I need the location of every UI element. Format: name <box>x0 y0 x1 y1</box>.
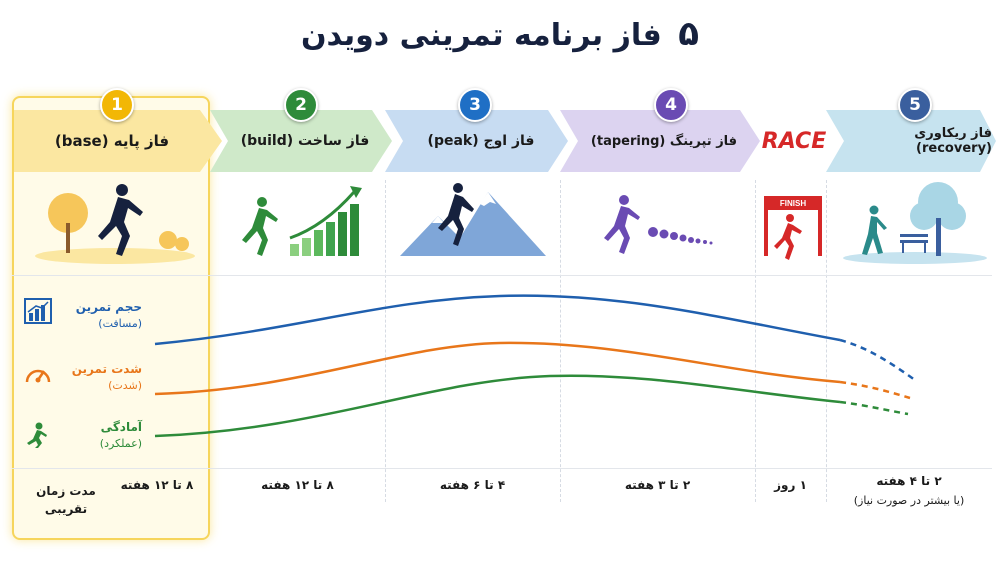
phase-arrows <box>14 110 996 172</box>
phase-badge-1: 1 <box>100 88 134 122</box>
phase-badge-2: 2 <box>284 88 318 122</box>
volume-curve <box>154 294 841 346</box>
row-separator <box>12 468 992 469</box>
phase-label-build: فاز ساخت (build) <box>240 133 370 149</box>
runner-icon <box>438 183 474 246</box>
metric-intensity-label: شدت تمرین (شدت) <box>62 362 142 392</box>
intensity-curve-recovery <box>839 380 911 400</box>
recovery-illustration <box>843 182 987 264</box>
runner-icon <box>604 195 640 254</box>
title-text: فاز برنامه تمرینی دویدن <box>300 18 662 53</box>
duration-recovery: ۲ تا ۴ هفته (یا بیشتر در صورت نیاز) <box>826 474 992 507</box>
divider <box>755 180 756 502</box>
phase-arrow-tapering <box>560 110 760 172</box>
metric-fitness-sub: (عملکرد) <box>99 437 142 450</box>
page-title: ۵ فاز برنامه تمرینی دویدن <box>0 14 1000 54</box>
duration-peak: ۴ تا ۶ هفته <box>439 478 506 492</box>
phase-label-peak: فاز اوج (peak) <box>427 133 535 149</box>
bar-chart-icon <box>24 298 52 324</box>
duration-race: ۱ روز <box>774 478 807 492</box>
duration-build: ۸ تا ۱۲ هفته <box>261 478 334 492</box>
finish-banner <box>766 196 820 210</box>
phase-arrow-recovery <box>826 110 996 172</box>
peak-illustration <box>400 183 546 256</box>
row-separator <box>12 275 992 276</box>
growth-bars-icon <box>290 204 359 256</box>
duration-base: ۸ تا ۱۲ هفته <box>120 478 194 492</box>
tree-icon <box>48 193 88 233</box>
duration-recovery-main: ۲ تا ۴ هفته <box>876 474 942 488</box>
mountain-icon <box>400 192 546 256</box>
phase-label-base: فاز پایه (base) <box>54 132 170 150</box>
metric-volume-name: حجم تمرین <box>75 300 142 314</box>
duration-row-label: مدت زمان تقریبی <box>36 484 96 516</box>
fitness-curve-recovery <box>839 400 909 416</box>
base-illustration <box>35 184 195 264</box>
tapering-illustration <box>604 195 713 254</box>
metric-fitness-name: آمادگی <box>100 420 142 434</box>
phase-badge-5: 5 <box>898 88 932 122</box>
phase-arrow-base <box>14 110 222 172</box>
walker-icon <box>862 205 887 255</box>
phase-arrow-peak <box>385 110 568 172</box>
metric-intensity-sub: (شدت) <box>108 379 142 392</box>
metric-volume-label: حجم تمرین (مسافت) <box>62 300 142 330</box>
intensity-curve <box>154 341 841 396</box>
volume-curve-recovery <box>839 338 916 382</box>
race-illustration: FINISH <box>764 196 822 260</box>
phase-badge-4: 4 <box>654 88 688 122</box>
duration-tapering: ۲ تا ۳ هفته <box>624 478 691 492</box>
divider <box>826 180 827 502</box>
metric-volume-sub: (مسافت) <box>98 317 142 330</box>
tapering-dots-icon <box>648 227 713 245</box>
race-label: RACE <box>761 128 827 154</box>
phase-label-recovery: فاز ریکاوری (recovery) <box>914 126 992 156</box>
phase-label-tapering: فاز تپرینگ (tapering) <box>590 133 738 149</box>
duration-recovery-sub: (یا بیشتر در صورت نیاز) <box>853 494 965 507</box>
fitness-curve <box>154 374 841 438</box>
runner-icon <box>774 214 802 260</box>
build-illustration <box>242 186 362 256</box>
metric-intensity-name: شدت تمرین <box>71 362 142 376</box>
runner-icon <box>98 184 143 256</box>
runner-icon <box>27 422 47 448</box>
title-number: ۵ <box>678 14 700 54</box>
phase-badge-3: 3 <box>458 88 492 122</box>
finish-text: FINISH <box>780 199 806 208</box>
phase-arrow-build <box>210 110 392 172</box>
metric-fitness-label: آمادگی (عملکرد) <box>62 420 142 450</box>
bench-icon <box>900 234 928 253</box>
arrow-up-icon <box>350 186 362 198</box>
runner-icon <box>242 197 278 256</box>
divider <box>385 180 386 502</box>
divider <box>560 180 561 502</box>
speedometer-icon <box>25 369 51 383</box>
